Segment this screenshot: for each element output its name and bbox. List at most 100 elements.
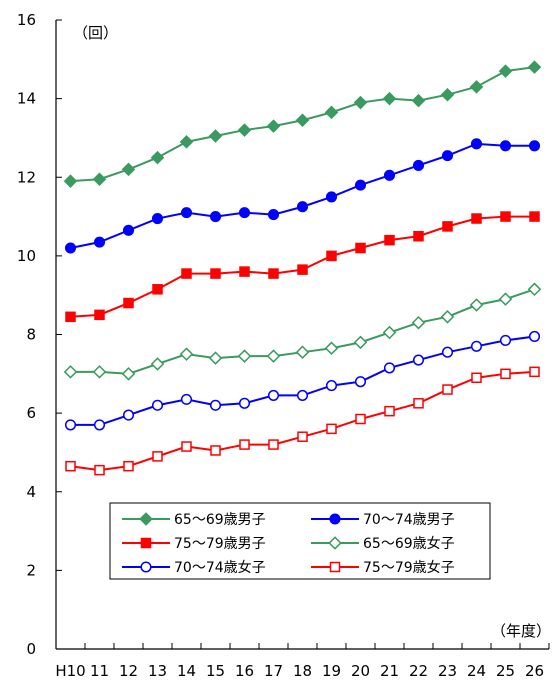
legend-item: 75～79歳女子	[311, 559, 455, 576]
x-tick-label: H10	[55, 662, 85, 680]
data-point-square	[152, 284, 163, 295]
x-tick-label: 14	[177, 662, 196, 680]
data-point-diamond	[63, 365, 78, 379]
data-point-diamond	[150, 357, 165, 371]
series-line	[70, 288, 535, 375]
y-tick-label: 10	[17, 247, 36, 265]
x-tick-label: 23	[438, 662, 457, 680]
data-point-diamond	[63, 174, 78, 188]
series-4	[63, 282, 542, 381]
data-point-square	[181, 441, 192, 452]
data-point-circle	[325, 191, 338, 203]
data-point-circle	[383, 362, 396, 374]
data-point-diamond	[527, 60, 542, 74]
data-point-diamond	[92, 172, 107, 186]
data-point-diamond	[469, 80, 484, 94]
series-line	[70, 370, 535, 472]
data-point-diamond	[411, 93, 426, 108]
data-point-circle	[441, 150, 454, 162]
data-point-circle	[64, 419, 77, 431]
y-tick-label: 6	[26, 404, 36, 422]
data-point-circle	[151, 212, 164, 225]
y-tick-label: 0	[26, 640, 36, 658]
x-tick-label: 25	[496, 662, 515, 680]
y-tick-label: 14	[17, 90, 36, 108]
data-point-square	[181, 268, 192, 279]
data-point-circle	[325, 380, 338, 392]
data-point-square	[384, 405, 395, 417]
x-tick-label: 22	[409, 662, 428, 680]
x-tick-label: 26	[525, 662, 544, 680]
data-point-square	[500, 368, 511, 380]
data-point-square	[529, 366, 540, 378]
data-point-circle	[441, 346, 454, 358]
data-point-circle	[93, 419, 106, 431]
data-point-square	[471, 372, 482, 383]
data-point-circle	[528, 140, 541, 152]
data-point-circle	[383, 169, 396, 181]
data-point-square	[297, 431, 308, 442]
data-point-square	[239, 266, 250, 277]
data-point-circle	[296, 201, 309, 213]
data-point-square	[413, 230, 424, 242]
data-point-square	[326, 250, 337, 262]
chart-legend: 65～69歳男子 70～74歳男子 75～79歳男子 65～69歳女子 70～74歳女子…	[109, 502, 491, 580]
data-point-square	[210, 445, 221, 456]
data-point-square	[123, 460, 134, 472]
x-tick-label: 18	[293, 662, 312, 680]
x-tick-label: 20	[351, 662, 370, 680]
x-tick-label: 24	[467, 662, 486, 680]
y-tick-label: 16	[17, 11, 36, 29]
legend-item: 65～69歳男子	[122, 512, 266, 528]
data-point-square	[94, 309, 105, 321]
data-point-square	[94, 464, 105, 476]
data-point-circle	[209, 211, 222, 223]
data-point-circle	[64, 242, 77, 254]
data-point-diamond	[208, 129, 223, 143]
data-point-diamond	[295, 345, 310, 359]
data-point-diamond	[382, 91, 397, 106]
data-point-square	[442, 221, 453, 232]
data-point-square	[355, 413, 366, 425]
x-tick-label: 12	[119, 662, 138, 680]
y-axis-ticks: 0 2 4 6 8 10 12 14 16	[17, 11, 62, 658]
data-point-diamond	[324, 105, 339, 120]
data-point-circle	[412, 354, 425, 366]
y-tick-label: 8	[26, 326, 36, 344]
legend-item: 75～79歳男子	[122, 536, 266, 552]
legend-label: 65～69歳男子	[174, 512, 266, 528]
data-point-diamond	[139, 512, 153, 526]
data-point-square	[326, 423, 337, 435]
legend-item: 70～74歳女子	[122, 559, 266, 576]
data-point-diamond	[266, 349, 281, 363]
y-tick-label: 12	[17, 168, 36, 186]
data-point-circle	[180, 393, 193, 405]
data-point-square	[210, 268, 221, 279]
data-point-circle	[209, 399, 222, 411]
data-point-circle	[151, 399, 164, 411]
data-point-square	[152, 451, 163, 462]
data-point-diamond	[237, 123, 252, 137]
series-5	[64, 330, 541, 431]
data-point-diamond	[121, 367, 136, 381]
x-tick-label: 19	[322, 662, 341, 680]
legend-label: 75～79歳男子	[174, 536, 266, 552]
data-point-diamond	[411, 315, 426, 330]
data-point-square	[239, 439, 250, 450]
data-point-square	[413, 398, 424, 409]
data-point-circle	[499, 334, 512, 346]
x-tick-label: 16	[235, 662, 254, 680]
series-2	[64, 138, 541, 254]
x-axis-unit-label: （年度）	[491, 622, 551, 640]
data-point-diamond	[328, 536, 342, 550]
x-tick-label: 11	[90, 662, 109, 680]
data-point-circle	[528, 330, 541, 343]
data-point-square	[268, 268, 279, 279]
data-point-circle	[499, 140, 512, 152]
data-point-square	[471, 213, 482, 224]
legend-label: 75～79歳女子	[363, 559, 455, 576]
data-point-square	[355, 242, 366, 254]
data-point-diamond	[440, 87, 455, 102]
data-point-circle	[329, 513, 341, 525]
